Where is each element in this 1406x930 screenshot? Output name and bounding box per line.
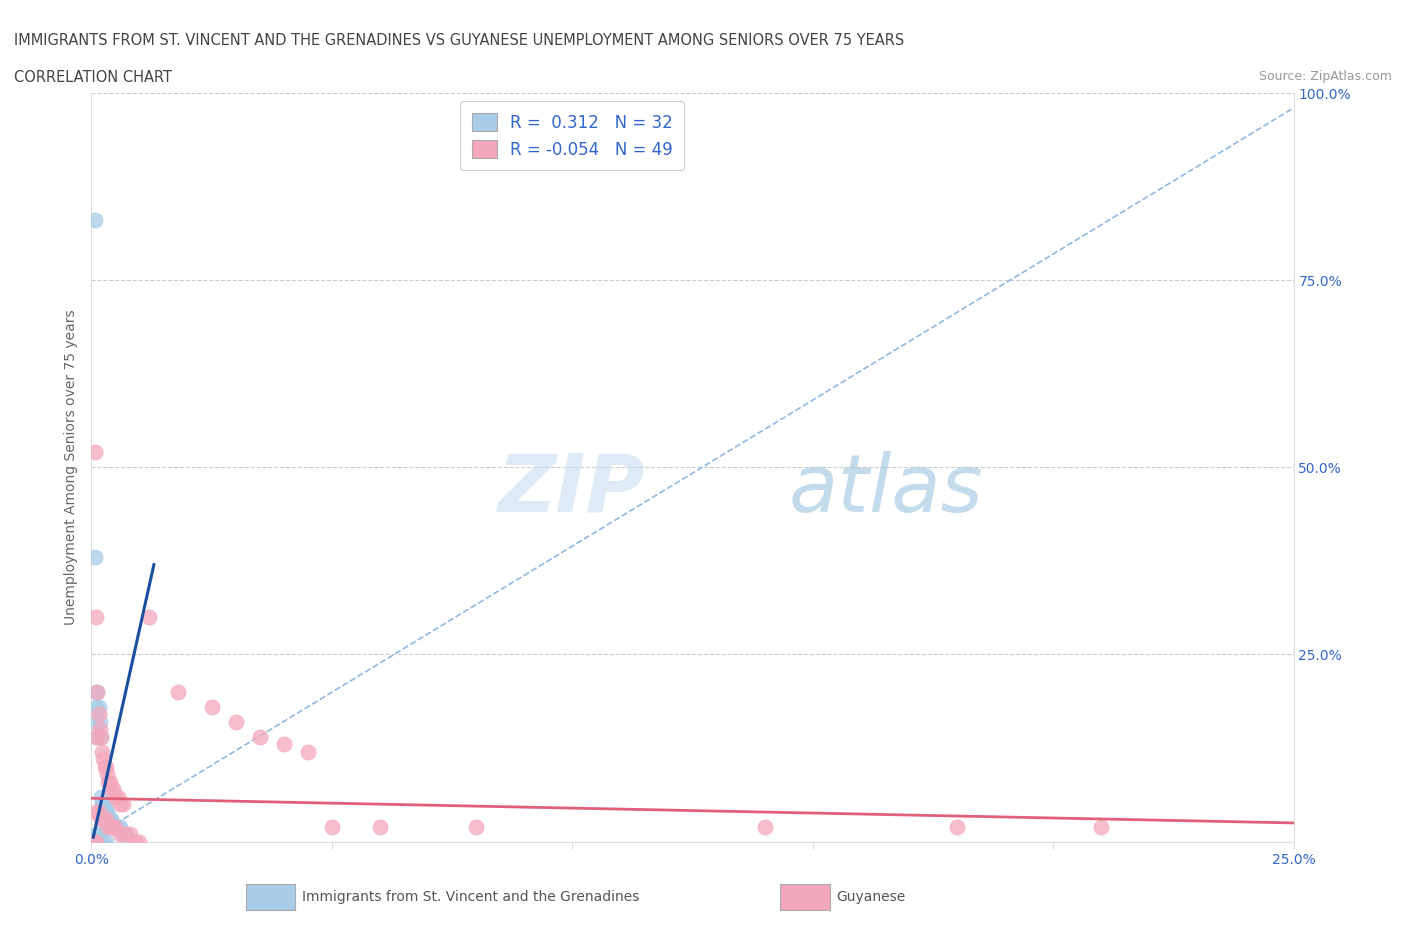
Point xyxy=(87,804,110,819)
Point xyxy=(100,819,122,834)
Point xyxy=(90,729,112,744)
Point xyxy=(101,819,124,834)
Point xyxy=(87,827,110,842)
Y-axis label: Unemployment Among Seniors over 75 years: Unemployment Among Seniors over 75 years xyxy=(65,310,79,625)
Point xyxy=(110,797,132,812)
Point xyxy=(97,775,120,790)
Point xyxy=(114,827,136,842)
Text: Guyanese: Guyanese xyxy=(837,889,905,904)
Point xyxy=(201,699,224,714)
Text: atlas: atlas xyxy=(789,451,983,529)
Point xyxy=(84,834,107,849)
Point xyxy=(84,550,107,565)
Point xyxy=(101,782,124,797)
Point xyxy=(93,834,115,849)
Point xyxy=(90,812,112,827)
Point xyxy=(93,751,115,766)
Point xyxy=(91,744,114,759)
Point xyxy=(94,834,117,849)
Point xyxy=(89,722,111,737)
Point xyxy=(1090,819,1112,834)
Point xyxy=(94,804,117,819)
Point xyxy=(86,684,108,699)
Point xyxy=(297,744,319,759)
Point xyxy=(321,819,343,834)
Point xyxy=(84,445,107,459)
Point xyxy=(114,827,136,842)
Point xyxy=(93,797,115,812)
Point xyxy=(138,610,160,625)
Point xyxy=(100,812,122,827)
Point xyxy=(273,737,295,751)
Point xyxy=(104,819,127,834)
Point xyxy=(225,714,247,729)
Text: Source: ZipAtlas.com: Source: ZipAtlas.com xyxy=(1258,70,1392,83)
Point xyxy=(84,684,107,699)
Text: CORRELATION CHART: CORRELATION CHART xyxy=(14,70,172,85)
Point xyxy=(86,684,108,699)
Point xyxy=(84,827,107,842)
Point xyxy=(107,790,129,804)
Point xyxy=(100,819,122,834)
Point xyxy=(124,834,146,849)
Point xyxy=(249,729,271,744)
Point xyxy=(101,819,124,834)
Point xyxy=(93,812,115,827)
Point xyxy=(167,684,190,699)
Text: IMMIGRANTS FROM ST. VINCENT AND THE GRENADINES VS GUYANESE UNEMPLOYMENT AMONG SE: IMMIGRANTS FROM ST. VINCENT AND THE GREN… xyxy=(14,33,904,47)
Point xyxy=(90,790,112,804)
Point xyxy=(90,834,112,849)
Point xyxy=(111,797,134,812)
Point xyxy=(98,812,121,827)
Point xyxy=(104,790,127,804)
Point xyxy=(84,834,107,849)
Point xyxy=(97,819,120,834)
Point xyxy=(84,213,107,228)
Point xyxy=(84,714,107,729)
Point xyxy=(465,819,488,834)
Point xyxy=(84,699,107,714)
Point xyxy=(94,804,117,819)
Point xyxy=(87,707,110,722)
Point xyxy=(84,804,107,819)
Point xyxy=(84,610,107,625)
Point xyxy=(110,819,132,834)
Point xyxy=(87,699,110,714)
Point xyxy=(104,819,127,834)
Point xyxy=(368,819,391,834)
Point xyxy=(84,729,107,744)
Point xyxy=(96,767,118,782)
Point xyxy=(91,797,114,812)
Point xyxy=(110,827,132,842)
Point xyxy=(98,775,121,790)
Point xyxy=(86,729,108,744)
Point xyxy=(107,819,129,834)
Text: ZIP: ZIP xyxy=(496,451,644,529)
Text: Immigrants from St. Vincent and the Grenadines: Immigrants from St. Vincent and the Gren… xyxy=(302,889,640,904)
Point xyxy=(96,804,118,819)
Point xyxy=(94,812,117,827)
Point xyxy=(946,819,969,834)
Point xyxy=(754,819,776,834)
Point xyxy=(94,759,117,774)
Point xyxy=(100,782,122,797)
Point xyxy=(90,729,112,744)
Point xyxy=(128,834,150,849)
Point xyxy=(94,797,117,812)
Point xyxy=(111,827,134,842)
Point xyxy=(97,812,120,827)
Point xyxy=(89,714,111,729)
Legend: R =  0.312   N = 32, R = -0.054   N = 49: R = 0.312 N = 32, R = -0.054 N = 49 xyxy=(460,101,685,170)
Point xyxy=(118,827,141,842)
Point xyxy=(94,759,117,774)
